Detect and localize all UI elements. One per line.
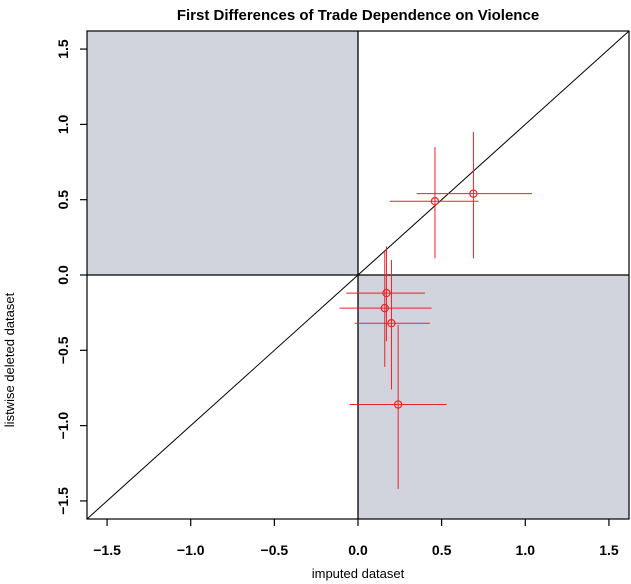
plot-area xyxy=(86,30,630,520)
y-tick-label: 0.5 xyxy=(55,190,71,210)
point-marker xyxy=(387,318,396,328)
point-marker xyxy=(393,400,403,409)
x-tick-label: −0.5 xyxy=(261,542,289,558)
y-tick-label: 0.0 xyxy=(55,265,71,285)
x-tick-label: 0.5 xyxy=(432,542,452,558)
x-tick-label: 1.5 xyxy=(599,542,619,558)
data-point-5 xyxy=(354,259,430,390)
shaded-quadrant-bottom-right xyxy=(358,275,629,519)
x-tick-label: 1.0 xyxy=(516,542,536,558)
chart-title: First Differences of Trade Dependence on… xyxy=(177,7,539,24)
y-tick-label: −1.0 xyxy=(55,412,71,440)
y-tick-label: −1.5 xyxy=(55,487,71,515)
identity-line xyxy=(86,30,630,520)
x-tick-label: −1.5 xyxy=(93,542,121,558)
point-marker xyxy=(380,303,389,313)
data-point-6 xyxy=(349,324,447,489)
point-marker xyxy=(469,189,478,198)
shaded-quadrant-top-left xyxy=(87,31,358,275)
data-point-3 xyxy=(346,246,425,342)
data-point-2 xyxy=(389,146,479,259)
y-tick-label: 1.0 xyxy=(55,114,71,134)
y-tick-label: −0.5 xyxy=(55,336,71,364)
data-point-1 xyxy=(416,131,532,259)
point-marker xyxy=(382,288,391,298)
point-marker xyxy=(430,196,440,206)
y-tick-label: 1.5 xyxy=(55,39,71,59)
data-point-4 xyxy=(339,250,432,367)
y-axis-label: listwise deleted dataset xyxy=(2,292,17,427)
x-axis-label: imputed dataset xyxy=(312,566,405,581)
x-tick-label: 0.0 xyxy=(348,542,368,558)
axes: −1.5 −1.0 −0.5 0.0 0.5 1.0 1.5 −1.5 −1.0 −0.5 0.0 0… xyxy=(55,30,630,558)
x-tick-label: −1.0 xyxy=(177,542,205,558)
